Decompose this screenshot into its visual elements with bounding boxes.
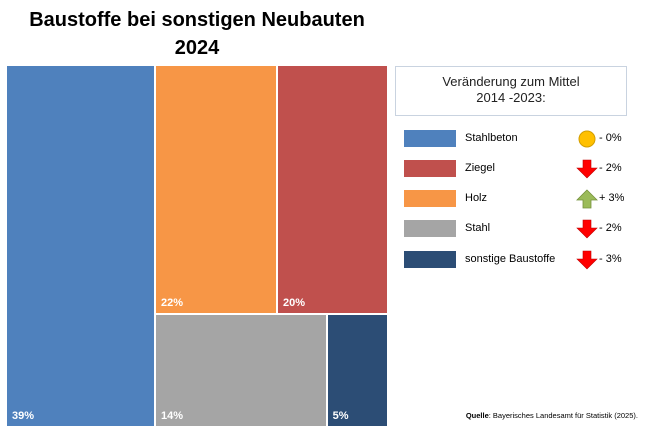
arrow-down-icon bbox=[576, 219, 598, 239]
legend-item-stahl: Stahl - 2% bbox=[404, 219, 634, 239]
treemap-tile-stahl: 14% bbox=[154, 314, 327, 427]
treemap-value-label: 39% bbox=[12, 410, 35, 422]
source-text: : Bayerisches Landesamt für Statistik (2… bbox=[488, 411, 638, 420]
legend-title-line1: Veränderung zum Mittel bbox=[442, 74, 580, 89]
source-note: Quelle: Bayerisches Landesamt für Statis… bbox=[466, 411, 638, 420]
legend-item-holz: Holz + 3% bbox=[404, 189, 634, 209]
legend-change: + 3% bbox=[599, 192, 625, 204]
source-label: Quelle bbox=[465, 411, 489, 420]
treemap-tile-ziegel: 20% bbox=[277, 65, 388, 315]
legend-label: Stahl bbox=[465, 222, 491, 234]
treemap-tile-sonstige-baustoffe: 5% bbox=[326, 314, 388, 427]
treemap-value-label: 20% bbox=[283, 297, 306, 310]
treemap-tile-stahlbeton: 39% bbox=[6, 65, 155, 427]
arrow-up-icon bbox=[576, 189, 598, 209]
legend-change: - 2% bbox=[599, 222, 622, 234]
legend-title-box: Veränderung zum Mittel 2014 -2023: bbox=[395, 66, 627, 116]
legend-change: - 3% bbox=[599, 253, 622, 265]
legend-swatch bbox=[404, 220, 456, 237]
legend-change: - 0% bbox=[599, 132, 622, 144]
legend-item-sonstige-baustoffe: sonstige Baustoffe - 3% bbox=[404, 250, 634, 270]
chart-title: Baustoffe bei sonstigen Neubauten 2024 bbox=[0, 6, 394, 62]
treemap-value-label: 22% bbox=[160, 297, 183, 310]
legend-label: sonstige Baustoffe bbox=[465, 253, 556, 265]
legend-title-line2: 2014 -2023: bbox=[476, 90, 546, 105]
treemap-value-label: 5% bbox=[332, 409, 349, 422]
legend-label: Ziegel bbox=[465, 162, 495, 174]
legend-swatch bbox=[404, 160, 456, 177]
legend-label: Holz bbox=[465, 192, 488, 204]
legend-swatch bbox=[404, 190, 456, 207]
legend-swatch bbox=[404, 251, 456, 268]
legend-item-ziegel: Ziegel - 2% bbox=[404, 159, 634, 179]
legend-item-stahlbeton: Stahlbeton - 0% bbox=[404, 130, 634, 148]
arrow-down-icon bbox=[576, 250, 598, 270]
treemap-value-label: 14% bbox=[160, 409, 183, 422]
arrow-down-icon bbox=[576, 159, 598, 179]
treemap-tile-holz: 22% bbox=[154, 65, 278, 315]
legend-label: Stahlbeton bbox=[465, 132, 518, 144]
neutral-circle-icon bbox=[578, 130, 596, 148]
legend-swatch bbox=[404, 130, 456, 147]
chart-title-line1: Baustoffe bei sonstigen Neubauten bbox=[29, 9, 365, 31]
chart-title-line2: 2024 bbox=[174, 37, 220, 59]
legend-change: - 2% bbox=[599, 162, 622, 174]
